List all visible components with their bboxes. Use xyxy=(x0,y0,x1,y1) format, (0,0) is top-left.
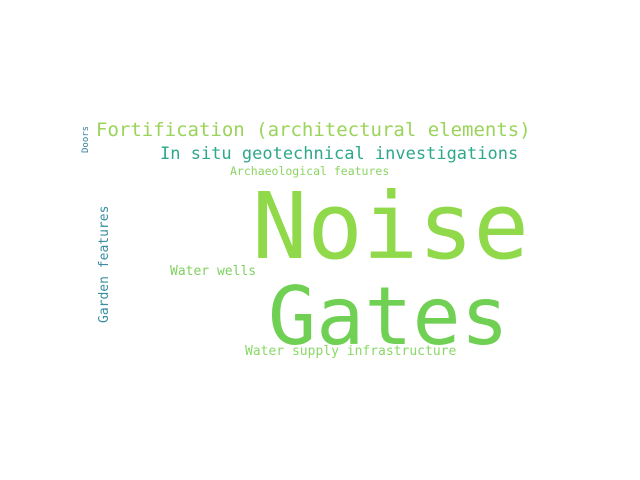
word-archaeological: Archaeological features xyxy=(230,164,390,178)
word-garden-features: Garden features xyxy=(97,205,112,323)
word-gates: Gates xyxy=(268,270,509,363)
word-fortification: Fortification (architectural elements) xyxy=(96,119,531,141)
word-doors: Doors xyxy=(81,125,91,153)
word-water-wells: Water wells xyxy=(170,264,257,279)
word-noise: Noise xyxy=(252,173,529,280)
word-water-supply: Water supply infrastructure xyxy=(245,344,457,359)
word-in-situ: In situ geotechnical investigations xyxy=(160,144,519,164)
